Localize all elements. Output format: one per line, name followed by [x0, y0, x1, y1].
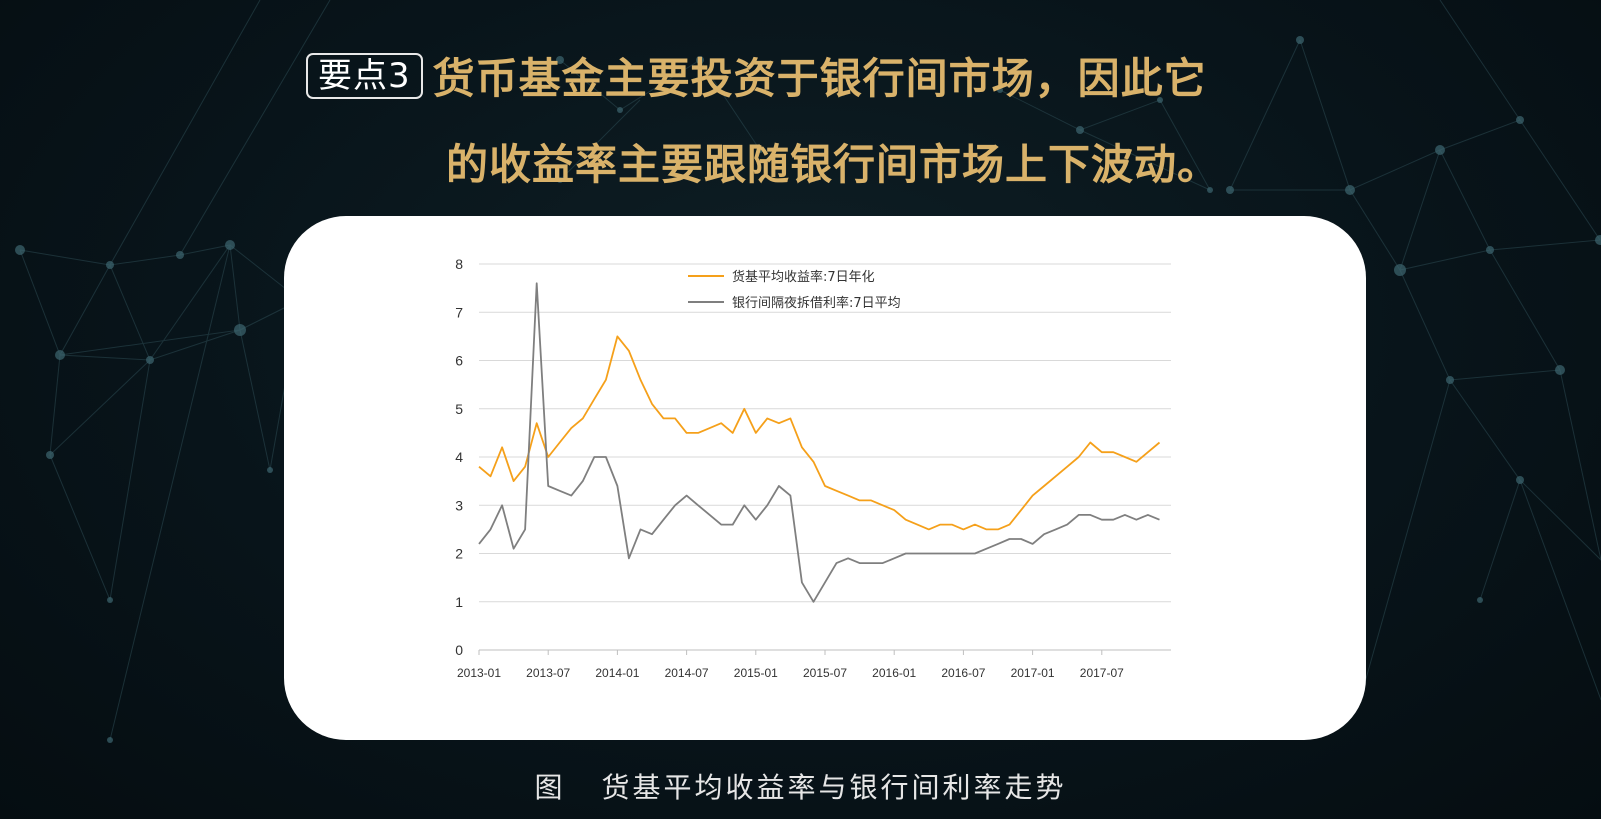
- caption-figure-label: 图: [534, 771, 566, 804]
- x-tick-label: 2014-07: [665, 666, 709, 680]
- x-axis-ticks: 2013-01 2013-07 2014-01 2014-07 2015-01 2015-…: [457, 650, 1124, 680]
- x-tick-label: 2014-01: [595, 666, 639, 680]
- x-tick-label: 2017-01: [1011, 666, 1055, 680]
- legend-label: 货基平均收益率:7日年化: [732, 269, 875, 285]
- x-tick-label: 2013-01: [457, 666, 501, 680]
- caption-text: 货基平均收益率与银行间利率走势: [601, 771, 1067, 804]
- y-tick-label: 5: [455, 401, 463, 417]
- headline-line-2: 的收益率主要跟随银行间市场上下波动。: [446, 140, 1221, 189]
- y-axis-ticks: 0 1 2 3 4 5 6 7 8: [455, 256, 463, 658]
- key-point-badge: 要点3: [306, 53, 423, 99]
- y-tick-label: 3: [455, 497, 463, 513]
- x-tick-label: 2016-01: [872, 666, 916, 680]
- slide-headline: 要点3 货币基金主要投资于银行间市场，因此它 的收益率主要跟随银行间市场上下波动。: [306, 36, 1306, 208]
- legend-label: 银行间隔夜拆借利率:7日平均: [732, 295, 901, 311]
- x-tick-label: 2016-07: [941, 666, 985, 680]
- figure-caption: 图 货基平均收益率与银行间利率走势: [0, 766, 1601, 806]
- y-tick-label: 7: [455, 304, 463, 320]
- y-tick-label: 8: [455, 256, 463, 272]
- y-tick-label: 2: [455, 546, 463, 562]
- grid-lines: [479, 263, 1171, 651]
- headline-line-1: 货币基金主要投资于银行间市场，因此它: [432, 54, 1207, 103]
- y-tick-label: 0: [455, 642, 463, 658]
- y-tick-label: 4: [455, 449, 463, 465]
- y-tick-label: 1: [455, 594, 463, 610]
- x-tick-label: 2015-01: [734, 666, 778, 680]
- x-tick-label: 2013-07: [526, 666, 570, 680]
- y-tick-label: 6: [455, 353, 463, 369]
- series-lines: [478, 282, 1161, 603]
- x-tick-label: 2015-07: [803, 666, 847, 680]
- x-tick-label: 2017-07: [1080, 666, 1124, 680]
- series-line-interbank-rate: [478, 282, 1160, 603]
- series-line-money-fund-yield: [478, 335, 1161, 531]
